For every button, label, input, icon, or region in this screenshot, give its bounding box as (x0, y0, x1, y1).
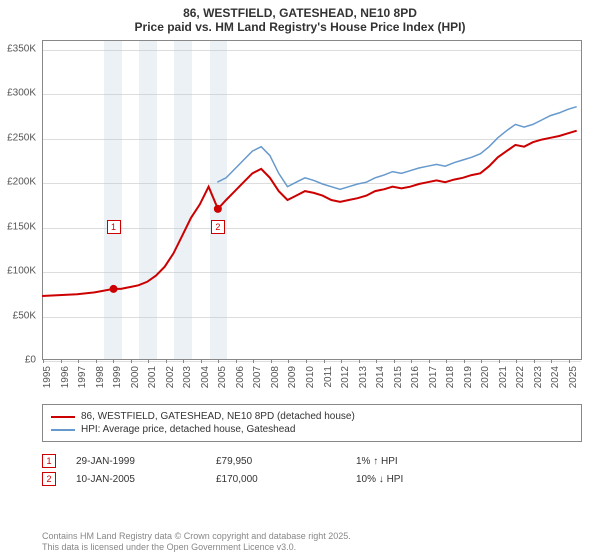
y-axis: £0£50K£100K£150K£200K£250K£300K£350K (0, 40, 40, 360)
y-tick-label: £50K (13, 310, 36, 321)
chart-title-line1: 86, WESTFIELD, GATESHEAD, NE10 8PD (0, 6, 600, 20)
footnote-line2: This data is licensed under the Open Gov… (42, 542, 351, 554)
x-tick-label: 2020 (480, 366, 491, 388)
table-cell-price: £79,950 (216, 456, 356, 467)
x-tick-label: 1999 (112, 366, 123, 388)
y-tick-label: £300K (7, 88, 36, 99)
row-marker: 2 (42, 472, 56, 486)
y-tick-label: £0 (25, 355, 36, 366)
x-tick-label: 2010 (305, 366, 316, 388)
x-tick-label: 2015 (393, 366, 404, 388)
table-cell-delta: 10% ↓ HPI (356, 474, 496, 485)
x-tick-label: 2016 (410, 366, 421, 388)
footnote-line1: Contains HM Land Registry data © Crown c… (42, 531, 351, 543)
row-marker: 1 (42, 454, 56, 468)
legend-item: 86, WESTFIELD, GATESHEAD, NE10 8PD (deta… (51, 411, 573, 422)
x-tick-label: 2001 (147, 366, 158, 388)
y-tick-label: £200K (7, 177, 36, 188)
x-tick-label: 2021 (498, 366, 509, 388)
y-tick-label: £250K (7, 132, 36, 143)
x-tick-label: 2013 (358, 366, 369, 388)
legend-label: 86, WESTFIELD, GATESHEAD, NE10 8PD (deta… (81, 411, 355, 422)
legend: 86, WESTFIELD, GATESHEAD, NE10 8PD (deta… (42, 404, 582, 442)
footnote: Contains HM Land Registry data © Crown c… (42, 531, 351, 554)
chart-marker: 1 (107, 220, 121, 234)
table-row: 1 29-JAN-1999£79,9501% ↑ HPI (42, 454, 582, 468)
x-tick-label: 2007 (252, 366, 263, 388)
x-tick-label: 2005 (217, 366, 228, 388)
x-tick-label: 2018 (445, 366, 456, 388)
x-tick-label: 2004 (200, 366, 211, 388)
x-tick-label: 2023 (533, 366, 544, 388)
table-cell-delta: 1% ↑ HPI (356, 456, 496, 467)
x-tick-label: 2025 (568, 366, 579, 388)
x-tick-label: 2009 (287, 366, 298, 388)
legend-item: HPI: Average price, detached house, Gate… (51, 424, 573, 435)
chart-plot-area: 12 (42, 40, 582, 360)
y-tick-label: £350K (7, 43, 36, 54)
x-tick-label: 2002 (165, 366, 176, 388)
x-tick-label: 2024 (550, 366, 561, 388)
x-tick-label: 2014 (375, 366, 386, 388)
legend-swatch (51, 416, 75, 418)
table-row: 2 10-JAN-2005£170,00010% ↓ HPI (42, 472, 582, 486)
y-tick-label: £150K (7, 221, 36, 232)
series-line (42, 131, 577, 296)
sale-point (214, 205, 222, 213)
x-tick-label: 2022 (515, 366, 526, 388)
x-axis: 1995 1996 1997 1998 1999 2000 2001 2002 2003 2004… (42, 362, 582, 402)
legend-label: HPI: Average price, detached house, Gate… (81, 424, 295, 435)
x-tick-label: 2000 (130, 366, 141, 388)
sales-data-table: 1 29-JAN-1999£79,9501% ↑ HPI 2 10-JAN-2005£… (42, 450, 582, 490)
table-cell-date: 10-JAN-2005 (76, 474, 216, 485)
x-tick-label: 2008 (270, 366, 281, 388)
legend-swatch (51, 429, 75, 431)
x-tick-label: 1996 (60, 366, 71, 388)
x-tick-label: 2012 (340, 366, 351, 388)
x-tick-label: 2017 (428, 366, 439, 388)
table-cell-price: £170,000 (216, 474, 356, 485)
x-tick-label: 2019 (463, 366, 474, 388)
y-tick-label: £100K (7, 266, 36, 277)
sale-point (110, 285, 118, 293)
series-line (217, 107, 576, 190)
table-cell-date: 29-JAN-1999 (76, 456, 216, 467)
x-tick-label: 2003 (182, 366, 193, 388)
x-tick-label: 1995 (42, 366, 53, 388)
chart-title-line2: Price paid vs. HM Land Registry's House … (0, 20, 600, 34)
chart-marker: 2 (211, 220, 225, 234)
x-tick-label: 2011 (323, 366, 334, 388)
x-tick-label: 1998 (95, 366, 106, 388)
x-tick-label: 1997 (77, 366, 88, 388)
x-tick-label: 2006 (235, 366, 246, 388)
